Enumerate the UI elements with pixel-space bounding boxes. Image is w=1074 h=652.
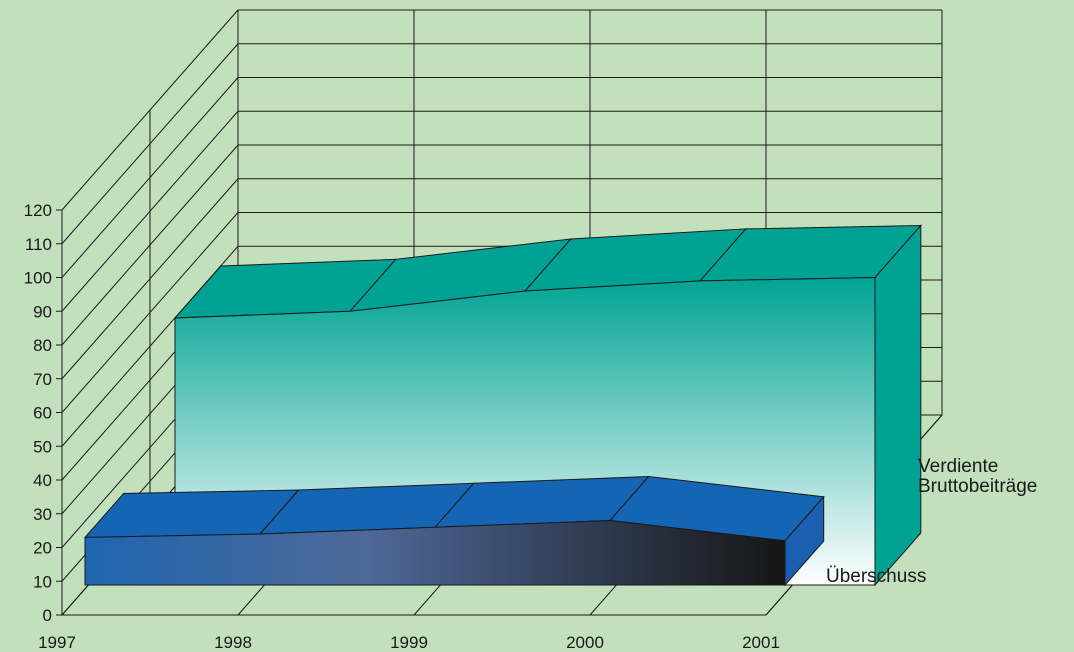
y-tick-label: 10 [33, 572, 52, 591]
y-tick-label: 50 [33, 437, 52, 456]
x-tick-label: 1997 [38, 633, 76, 652]
series-side-face [874, 224, 922, 587]
y-tick-label: 20 [33, 539, 52, 558]
y-tick-label: 110 [25, 235, 52, 254]
y-tick-label: 70 [33, 370, 52, 389]
x-tick-label: 1998 [214, 633, 252, 652]
chart-series [83, 224, 922, 587]
x-tick-label: 2000 [566, 633, 604, 652]
y-tick-label: 0 [43, 606, 52, 625]
series-ribbon-ueberschuss [83, 475, 825, 587]
y-tick-label: 120 [24, 201, 52, 220]
chart-labels: 0 10 20 30 40 50 60 70 80 90 100 110 120 1997 1998 1999… [24, 201, 1038, 652]
y-tick-label: 80 [33, 336, 52, 355]
series-front-face [84, 519, 786, 586]
y-tick-label: 90 [33, 302, 52, 321]
y-tick-label: 40 [33, 471, 52, 490]
x-tick-label: 1999 [390, 633, 428, 652]
legend-label: Überschuss [826, 566, 926, 587]
chart-grid [61, 9, 943, 616]
y-tick-label: 60 [33, 404, 52, 423]
legend-label: Verdiente Bruttobeiträge [918, 456, 1037, 497]
y-tick-label: 30 [33, 505, 52, 524]
y-tick-label: 100 [24, 269, 52, 288]
x-tick-label: 2001 [742, 633, 780, 652]
